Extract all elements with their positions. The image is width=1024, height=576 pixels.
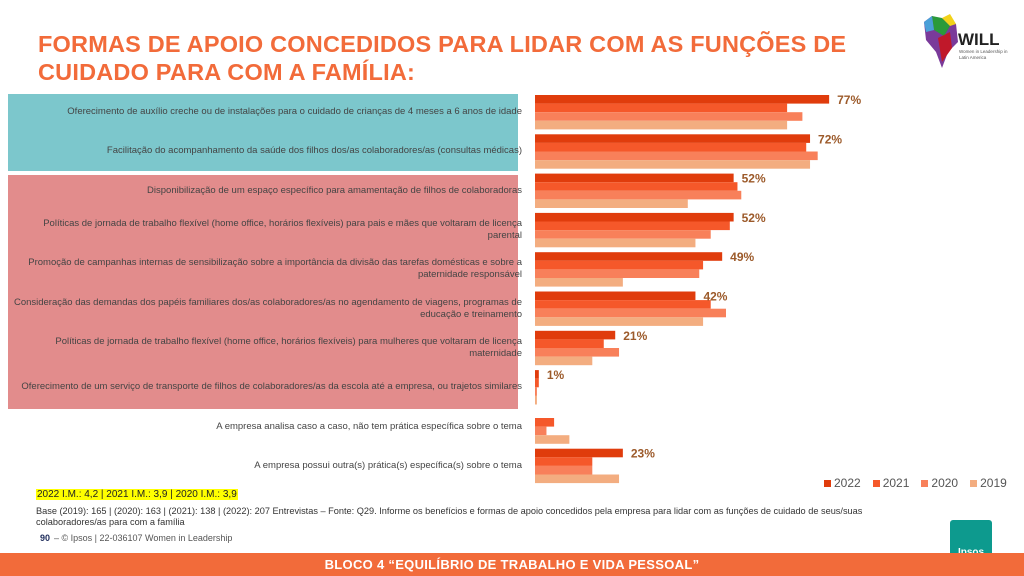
will-logo-mark-icon [924,14,958,68]
bar-2019 [535,238,696,248]
bar-2021 [535,457,593,466]
bar-2019 [535,435,570,444]
bar-2020 [535,269,700,278]
data-label: 21% [623,329,647,343]
data-label: 42% [703,290,727,304]
bar-2022 [535,448,623,458]
category-label: Disponibilização de um espaço específico… [147,184,522,196]
bar-2021 [535,221,730,231]
bar-chart: 77% 72% 52% 52% 49% 42% 21% 1% 23% [535,93,861,484]
bar-2022 [535,173,734,183]
base-note: Base (2019): 165 | (2020): 163 | (2021):… [36,506,863,527]
bar-2022 [535,291,696,301]
legend-label: 2022 [834,476,861,490]
copyright-text: – © Ipsos | 22-036107 Women in Leadershi… [54,533,233,543]
category-label: Oferecimento de um serviço de transporte… [21,381,522,393]
bar-2022 [535,212,734,222]
im-index-note: 2022 I.M.: 4,2 | 2021 I.M.: 3,9 | 2020 I… [36,489,238,500]
bar-2019 [535,160,811,169]
chart-legend: 2022 2021 2020 2019 [824,476,1007,490]
legend-swatch [872,480,880,487]
footer-copyright: 90– © Ipsos | 22-036107 Women in Leaders… [40,533,232,543]
category-label: A empresa analisa caso a caso, não tem p… [216,420,522,432]
legend-swatch [970,480,978,487]
bar-2020 [535,190,742,200]
bar-2020 [535,348,620,357]
bar-2021 [535,339,604,348]
bar-2021 [535,260,704,270]
bar-2019 [535,317,704,326]
logo-text: WILL [958,30,1000,49]
legend-item: 2021 [872,476,910,490]
data-label: 49% [730,250,754,264]
bar-2020 [535,112,803,121]
bar-2022 [535,330,616,340]
legend-swatch [921,480,929,487]
data-label: 52% [742,172,766,186]
legend-item: 2019 [970,476,1007,490]
legend-label: 2019 [980,476,1007,490]
bar-2022 [535,134,811,143]
bar-2022 [535,95,830,104]
bar-2020 [535,465,593,475]
logo-subtitle: Women in Leadership in Latin America [959,49,1008,60]
bar-2019 [535,120,788,130]
data-label: 77% [837,93,861,107]
bar-2019 [535,199,688,208]
data-label: 52% [742,211,766,225]
category-label: Consideração das demandas dos papéis fam… [13,296,522,320]
legend-swatch [824,480,831,487]
bar-2021 [535,103,788,113]
category-group-highlight-pink [8,175,518,409]
bar-2022 [535,252,723,261]
bar-2020 [535,230,711,239]
legend-item: 2022 [824,476,861,490]
bar-2022 [535,370,539,379]
bar-2021 [535,300,711,309]
bar-2020 [535,151,818,161]
legend-item: 2020 [921,476,958,490]
bar-2021 [535,142,807,152]
category-label: Promoção de campanhas internas de sensib… [28,257,522,281]
page-title: FORMAS DE APOIO CONCEDIDOS PARA LIDAR CO… [38,31,847,85]
bar-2020 [535,308,726,318]
data-label: 1% [547,368,565,382]
category-label: Facilitação do acompanhamento da saúde d… [106,145,522,157]
bar-2019 [535,356,593,366]
bar-2021 [535,418,555,427]
category-label: Oferecimento de auxílio creche ou de ins… [67,106,522,118]
will-logo: WILL Women in Leadership in Latin Americ… [918,12,1014,70]
bar-2019 [535,395,537,405]
bar-2019 [535,474,620,484]
page-number: 90 [40,533,51,543]
bar-2020 [535,426,547,436]
category-label: Políticas de jornada de trabalho flexíve… [43,218,522,242]
data-label: 72% [818,132,842,146]
bar-2021 [535,378,539,388]
legend-label: 2020 [931,476,959,490]
bar-2019 [535,278,623,287]
data-label: 23% [631,447,655,461]
legend-label: 2021 [882,476,910,490]
category-group-highlight-teal [8,94,518,171]
category-label: Políticas de jornada de trabalho flexíve… [55,335,522,359]
bar-2020 [535,387,537,396]
category-label: A empresa possui outra(s) prática(s) esp… [254,459,522,471]
section-footer: BLOCO 4 “EQUILÍBRIO DE TRABALHO E VIDA P… [0,553,1024,576]
bar-2021 [535,182,738,191]
